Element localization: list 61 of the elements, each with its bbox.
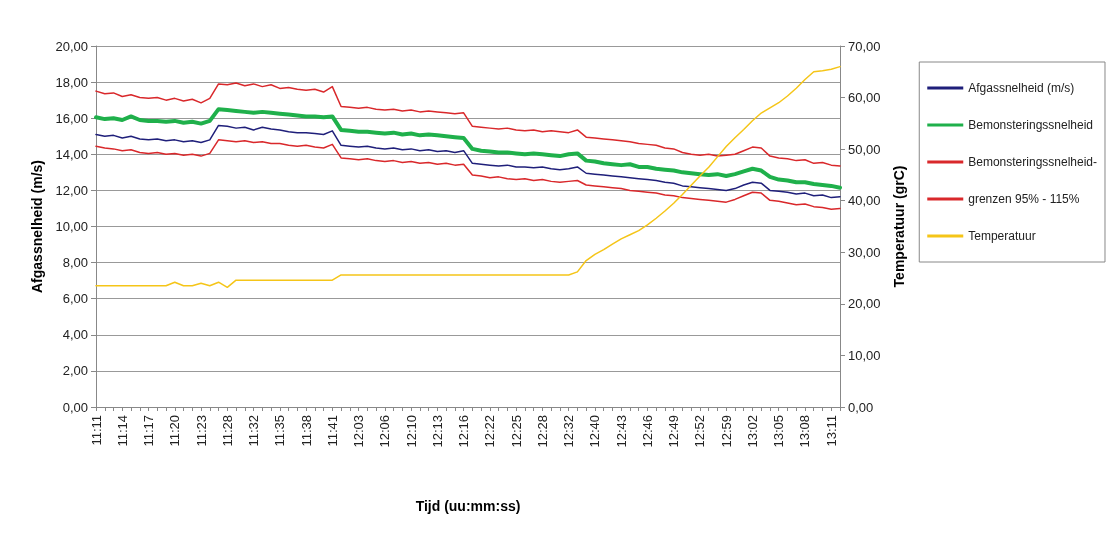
x-tick-label: 12:25 (508, 415, 524, 448)
y-axis-title: Afgassnelheid (m/s) (29, 159, 45, 294)
x-axis-title: Tijd (uu:mm:ss) (415, 498, 521, 514)
x-tick-label: 12:16 (456, 415, 472, 448)
y-tick-label: 12,00 (55, 182, 88, 198)
x-tick-label: 12:52 (692, 415, 708, 448)
y-tick-label: 20,00 (55, 38, 88, 54)
line-series (95, 65, 841, 289)
y2-tick-label: 20,00 (848, 296, 881, 312)
x-tick-label: 12:46 (639, 415, 655, 448)
x-tick-label: 11:28 (219, 415, 235, 447)
x-tick-label: 12:43 (613, 415, 629, 448)
x-tick-label: 12:40 (587, 415, 603, 448)
y-tick-label: 4,00 (62, 327, 88, 343)
x-tick-label: 11:17 (141, 415, 157, 447)
y2-tick-label: 70,00 (848, 38, 881, 54)
x-tick-label: 11:41 (324, 415, 340, 447)
y2-tick-label: 0,00 (848, 399, 874, 415)
line-series (95, 82, 841, 167)
y-tick-label: 10,00 (55, 219, 88, 234)
y2-tick-label: 50,00 (848, 141, 881, 157)
y-tick-label: 6,00 (62, 291, 88, 307)
x-tick-label: 11:32 (246, 415, 262, 447)
x-tick-label: 11:11 (88, 415, 104, 446)
x-tick-label: 11:35 (272, 415, 288, 447)
x-tick-label: 12:13 (429, 415, 445, 448)
x-tick-label: 12:49 (666, 415, 682, 448)
x-tick-label: 11:23 (193, 415, 209, 447)
y-tick-label: 2,00 (62, 363, 88, 379)
x-tick-label: 13:08 (797, 415, 813, 448)
x-tick-label: 13:05 (771, 415, 787, 448)
x-tick-label: 11:20 (167, 415, 183, 447)
x-tick-label: 13:11 (823, 415, 839, 447)
y-tick-label: 8,00 (62, 255, 88, 271)
y-tick-label: 18,00 (55, 74, 88, 90)
legend-label: Afgassnelheid (m/s) (968, 81, 1075, 95)
x-tick-label: 12:03 (351, 415, 367, 448)
y2-axis-title: Temperatuur (grC) (891, 165, 907, 288)
y2-tick-label: 60,00 (848, 90, 881, 106)
legend-label: Bemonsteringssnelheid- (968, 155, 1098, 169)
x-tick-label: 12:06 (377, 415, 393, 448)
x-tick-label: 12:10 (403, 415, 419, 448)
legend-label: Temperatuur (968, 229, 1036, 243)
x-tick-label: 11:38 (298, 415, 314, 447)
x-tick-label: 12:22 (482, 415, 498, 448)
line-series (95, 139, 841, 211)
legend-label: Bemonsteringssnelheid (968, 118, 1094, 132)
y2-tick-label: 40,00 (848, 193, 881, 209)
y-tick-label: 16,00 (55, 110, 88, 126)
y2-tick-label: 10,00 (848, 347, 881, 363)
y2-tick-label: 30,00 (848, 244, 881, 260)
x-tick-label: 11:14 (114, 415, 130, 447)
line-series (94, 107, 842, 190)
x-tick-label: 13:02 (744, 415, 760, 448)
x-tick-label: 12:28 (534, 415, 550, 448)
x-tick-label: 12:59 (718, 415, 734, 448)
line-series (95, 124, 841, 199)
y-tick-label: 0,00 (62, 399, 88, 415)
y-tick-label: 14,00 (55, 146, 88, 162)
legend-label: grenzen 95% - 115% (968, 192, 1080, 206)
x-tick-label: 12:32 (561, 415, 577, 448)
